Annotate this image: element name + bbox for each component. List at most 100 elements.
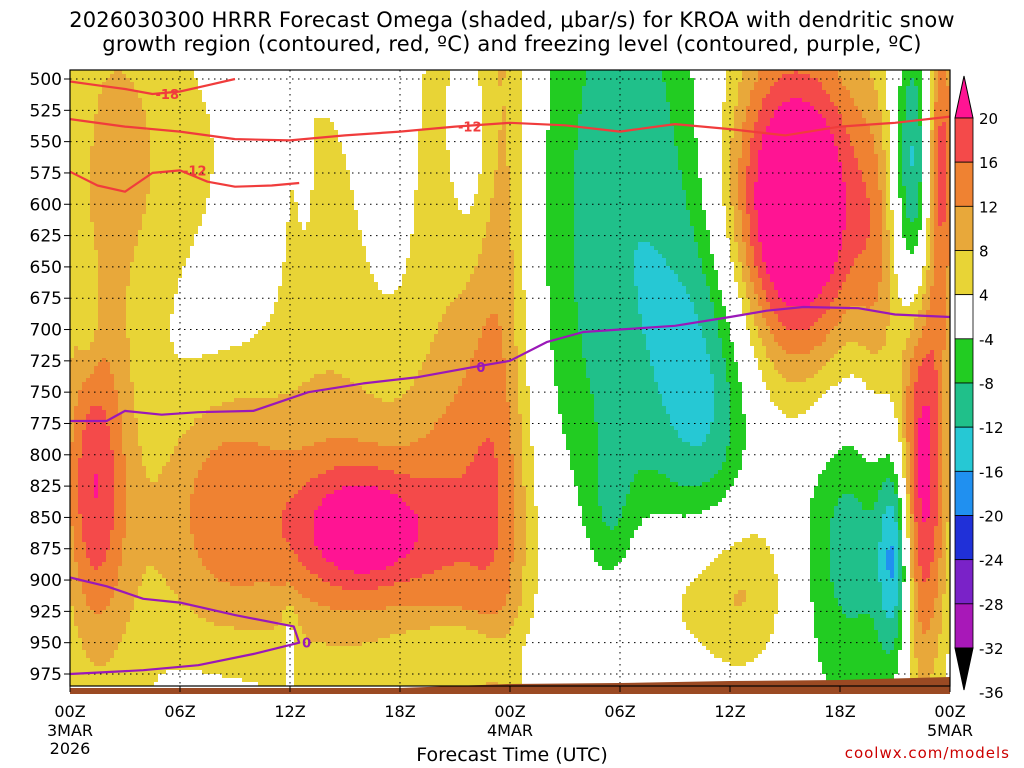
omega-cell <box>510 186 522 190</box>
omega-cell <box>850 90 878 94</box>
omega-cell <box>882 230 890 234</box>
omega-cell <box>742 218 750 222</box>
omega-cell <box>518 362 526 366</box>
omega-cell <box>514 274 522 278</box>
omega-cell <box>946 174 950 178</box>
omega-cell <box>510 630 530 634</box>
omega-cell <box>930 454 938 458</box>
omega-cell <box>898 502 902 506</box>
colorbar-tick-label: -24 <box>979 552 1004 570</box>
omega-cell <box>90 342 130 346</box>
omega-cell <box>722 150 730 154</box>
omega-cell <box>934 98 938 102</box>
omega-cell <box>94 126 146 130</box>
omega-cell <box>654 246 698 250</box>
x-date-label: 4MAR <box>487 721 533 740</box>
omega-cell <box>902 178 922 182</box>
omega-cell <box>814 622 874 626</box>
omega-cell <box>474 354 502 358</box>
omega-cell <box>398 286 466 290</box>
omega-cell <box>70 326 98 330</box>
omega-cell <box>938 218 946 222</box>
omega-cell <box>202 414 442 418</box>
omega-cell <box>778 314 822 318</box>
omega-cell <box>122 638 286 642</box>
omega-cell <box>490 206 510 210</box>
omega-cell <box>482 130 498 134</box>
omega-cell <box>910 614 914 618</box>
omega-cell <box>898 138 902 142</box>
omega-cell <box>918 446 930 450</box>
omega-cell <box>138 230 198 234</box>
omega-cell <box>310 570 354 574</box>
omega-cell <box>630 482 678 486</box>
omega-cell <box>498 542 514 546</box>
omega-cell <box>422 82 450 86</box>
omega-cell <box>934 246 950 250</box>
omega-cell <box>690 630 774 634</box>
omega-cell <box>506 386 518 390</box>
omega-cell <box>938 418 942 422</box>
omega-cell <box>918 210 922 214</box>
omega-cell <box>470 206 490 210</box>
omega-cell <box>682 614 774 618</box>
omega-cell <box>574 150 678 154</box>
omega-cell <box>774 338 826 342</box>
omega-cell <box>70 366 94 370</box>
omega-cell <box>482 126 502 130</box>
omega-cell <box>102 610 130 614</box>
omega-cell <box>390 634 486 638</box>
omega-cell <box>598 450 726 454</box>
omega-cell <box>710 294 722 298</box>
omega-cell <box>694 634 770 638</box>
omega-cell <box>930 406 938 410</box>
omega-cell <box>734 126 742 130</box>
omega-cell <box>758 166 842 170</box>
omega-cell <box>270 314 442 318</box>
omega-cell <box>818 482 882 486</box>
omega-cell <box>842 114 862 118</box>
omega-cell <box>442 318 486 322</box>
omega-cell <box>754 202 846 206</box>
omega-cell <box>918 666 934 670</box>
omega-cell <box>314 174 350 178</box>
omega-cell <box>210 570 310 574</box>
omega-cell <box>942 494 950 498</box>
omega-cell <box>414 222 486 226</box>
omega-cell <box>938 398 942 402</box>
omega-cell <box>90 346 130 350</box>
omega-cell <box>514 558 526 562</box>
omega-cell <box>70 158 90 162</box>
omega-cell <box>426 70 450 74</box>
omega-cell <box>290 190 294 194</box>
omega-cell <box>142 454 170 458</box>
omega-cell <box>894 614 898 618</box>
omega-cell <box>886 186 890 190</box>
omega-cell <box>634 250 658 254</box>
omega-cell <box>910 162 914 166</box>
omega-cell <box>738 286 746 290</box>
omega-cell <box>914 602 918 606</box>
omega-cell <box>942 534 946 538</box>
omega-cell <box>74 438 82 442</box>
omega-cell <box>418 526 498 530</box>
omega-cell <box>906 474 910 478</box>
omega-cell <box>666 410 714 414</box>
omega-cell <box>882 226 886 230</box>
omega-cell <box>522 422 530 426</box>
omega-cell <box>550 310 578 314</box>
omega-cell <box>522 582 538 586</box>
omega-cell <box>730 430 746 434</box>
omega-cell <box>938 394 942 398</box>
omega-cell <box>490 314 498 318</box>
omega-cell <box>722 130 734 134</box>
omega-cell <box>810 102 834 106</box>
omega-cell <box>514 486 526 490</box>
omega-cell <box>70 166 90 170</box>
omega-cell <box>306 226 358 230</box>
omega-cell <box>874 390 902 394</box>
omega-cell <box>738 190 746 194</box>
omega-cell <box>70 274 98 278</box>
omega-cell <box>698 322 718 326</box>
